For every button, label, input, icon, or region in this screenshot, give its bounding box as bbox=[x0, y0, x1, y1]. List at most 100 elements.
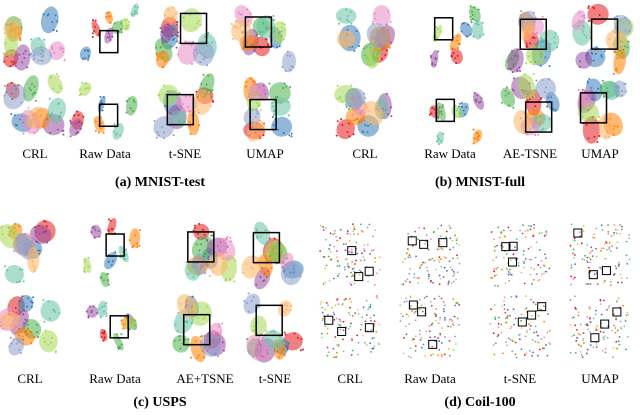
point bbox=[368, 58, 371, 61]
point bbox=[286, 54, 289, 57]
point bbox=[9, 316, 12, 319]
point bbox=[28, 53, 31, 56]
point bbox=[539, 64, 542, 67]
point bbox=[16, 94, 19, 97]
point bbox=[203, 36, 206, 39]
point bbox=[280, 266, 283, 269]
point bbox=[409, 268, 412, 270]
point bbox=[541, 231, 543, 234]
point bbox=[445, 236, 448, 238]
point bbox=[125, 248, 128, 251]
point bbox=[582, 109, 585, 112]
point bbox=[256, 35, 259, 38]
point bbox=[362, 108, 365, 111]
point bbox=[256, 259, 259, 262]
cluster bbox=[91, 20, 101, 37]
highlight-box bbox=[255, 304, 283, 337]
point bbox=[247, 292, 250, 295]
point bbox=[429, 238, 432, 240]
point bbox=[327, 314, 329, 316]
point bbox=[261, 94, 264, 97]
point bbox=[155, 52, 158, 55]
panel-caption: (d) Coil-100 bbox=[444, 395, 515, 410]
point bbox=[350, 22, 353, 25]
point bbox=[364, 124, 367, 127]
point bbox=[537, 264, 540, 266]
point bbox=[542, 127, 545, 130]
point bbox=[128, 239, 131, 242]
point bbox=[19, 39, 22, 42]
point bbox=[16, 35, 19, 38]
scatter-plot bbox=[490, 223, 551, 287]
point bbox=[435, 319, 437, 322]
point bbox=[355, 118, 358, 121]
scatter-plot bbox=[243, 76, 293, 142]
point bbox=[419, 266, 421, 269]
point bbox=[538, 232, 541, 235]
point bbox=[540, 273, 543, 276]
point bbox=[339, 237, 342, 240]
point bbox=[347, 20, 350, 23]
point bbox=[330, 258, 332, 261]
highlight-box bbox=[324, 315, 334, 325]
point bbox=[460, 105, 463, 108]
point bbox=[439, 319, 441, 321]
point bbox=[582, 97, 585, 100]
point bbox=[593, 135, 596, 138]
point bbox=[107, 11, 110, 14]
point bbox=[576, 243, 579, 246]
point bbox=[432, 353, 434, 356]
point bbox=[442, 300, 445, 303]
point bbox=[286, 348, 289, 351]
point bbox=[324, 308, 326, 311]
point bbox=[276, 46, 279, 49]
point bbox=[625, 254, 628, 257]
point bbox=[482, 33, 485, 36]
point bbox=[583, 258, 586, 261]
highlight-box bbox=[588, 270, 598, 280]
point bbox=[349, 314, 351, 317]
point bbox=[333, 318, 336, 321]
point bbox=[615, 318, 617, 321]
point bbox=[496, 335, 499, 338]
point bbox=[251, 118, 254, 121]
point bbox=[127, 24, 130, 27]
point bbox=[588, 266, 590, 269]
point bbox=[413, 276, 416, 279]
point bbox=[7, 22, 10, 25]
point bbox=[257, 104, 260, 107]
point bbox=[606, 132, 609, 135]
point bbox=[626, 311, 629, 314]
point bbox=[590, 250, 592, 253]
point bbox=[546, 331, 549, 334]
cluster bbox=[163, 6, 178, 23]
point bbox=[416, 277, 419, 279]
point bbox=[9, 65, 12, 68]
point bbox=[524, 73, 527, 76]
column-label: UMAP bbox=[581, 371, 619, 386]
point bbox=[108, 36, 111, 39]
point bbox=[585, 283, 588, 285]
point bbox=[287, 100, 290, 103]
point bbox=[620, 326, 622, 329]
point bbox=[607, 230, 610, 233]
point bbox=[571, 316, 573, 319]
point bbox=[495, 256, 498, 259]
point bbox=[352, 108, 355, 111]
point bbox=[84, 88, 87, 91]
point bbox=[38, 37, 41, 40]
point bbox=[36, 115, 39, 118]
point bbox=[93, 30, 96, 33]
point bbox=[497, 316, 500, 319]
cluster bbox=[8, 337, 25, 356]
point bbox=[527, 55, 530, 58]
point bbox=[613, 273, 616, 275]
point bbox=[517, 264, 520, 267]
point bbox=[366, 226, 369, 229]
scatter-plot bbox=[335, 5, 395, 69]
point bbox=[17, 339, 20, 342]
point bbox=[70, 122, 73, 125]
point bbox=[604, 351, 607, 354]
point bbox=[351, 339, 353, 341]
point bbox=[98, 307, 101, 310]
